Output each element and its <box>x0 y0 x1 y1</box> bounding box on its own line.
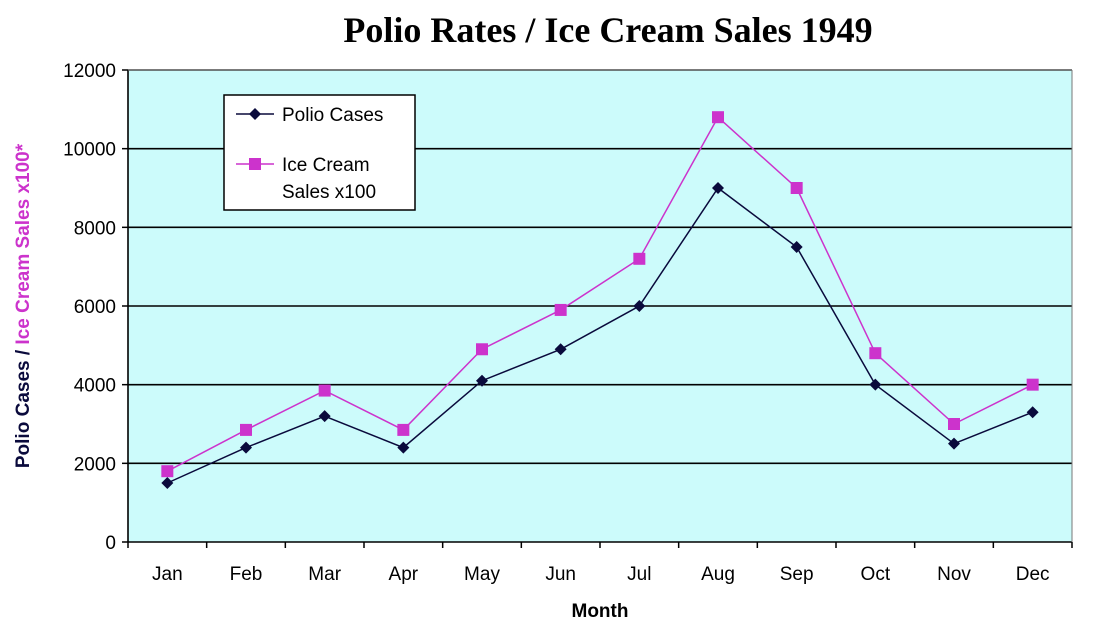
point-ice-cream-sales-aug <box>712 111 724 124</box>
point-polio-cases-may <box>476 374 488 387</box>
series-ice-cream-sales <box>161 111 1039 478</box>
y-tick-label-4000: 4000 <box>74 376 116 397</box>
legend: Polio Cases Ice Cream Sales x100 <box>223 94 416 211</box>
legend-marker-polio-cases <box>249 108 261 120</box>
legend-marker-ice-cream-sales <box>249 158 261 170</box>
point-ice-cream-sales-jul <box>633 252 646 265</box>
series-line-polio-cases <box>167 186 1033 484</box>
y-axis-title-part-ice-cream: Ice Cream Sales x100* <box>13 143 34 344</box>
x-tick-label-dec: Dec <box>1016 564 1050 585</box>
axes <box>122 69 1073 548</box>
y-tick-label-10000: 10000 <box>63 140 116 161</box>
x-tick-label-feb: Feb <box>230 564 263 585</box>
x-tick-label-apr: Apr <box>389 564 419 585</box>
y-tick-label-0: 0 <box>105 533 116 554</box>
y-tick-label-12000: 12000 <box>63 61 116 82</box>
point-polio-cases-jan <box>161 477 174 489</box>
point-ice-cream-sales-sep <box>790 182 803 194</box>
legend-entry-polio-cases: Polio Cases <box>236 105 383 126</box>
y-axis-title: Polio Cases / Ice Cream Sales x100* <box>13 143 34 468</box>
point-polio-cases-sep <box>790 241 803 253</box>
series-layer <box>161 111 1039 489</box>
x-tick-label-aug: Aug <box>701 564 735 585</box>
point-polio-cases-oct <box>869 378 882 391</box>
x-tick-label-sep: Sep <box>780 564 814 585</box>
point-polio-cases-nov <box>948 437 960 450</box>
x-tick-label-oct: Oct <box>861 564 891 585</box>
legend-entry-ice-cream-sales: Ice Cream Sales x100 <box>236 155 376 203</box>
x-tick-label-mar: Mar <box>308 564 341 585</box>
point-ice-cream-sales-nov <box>948 418 960 430</box>
point-polio-cases-mar <box>318 410 331 423</box>
series-polio-cases <box>161 182 1039 489</box>
point-polio-cases-aug <box>712 182 724 194</box>
point-ice-cream-sales-mar <box>318 384 331 397</box>
legend-label-polio-cases: Polio Cases <box>282 105 383 126</box>
point-ice-cream-sales-jan <box>161 465 174 478</box>
x-tick-label-nov: Nov <box>937 564 971 585</box>
point-polio-cases-feb <box>240 441 252 454</box>
point-polio-cases-apr <box>397 441 410 454</box>
x-tick-label-jul: Jul <box>627 564 651 585</box>
y-tick-label-8000: 8000 <box>74 218 116 239</box>
legend-label-ice-cream-sales-line2: Sales x100 <box>282 182 376 203</box>
point-polio-cases-jul <box>633 300 646 312</box>
legend-label-ice-cream-sales-line1: Ice Cream <box>282 155 370 176</box>
x-tick-labels: Jan Feb Mar Apr May Jun Jul Aug Sep Oct Nov Dec <box>152 564 1050 585</box>
x-axis-title: Month <box>572 601 629 622</box>
point-ice-cream-sales-oct <box>869 347 882 360</box>
point-ice-cream-sales-apr <box>397 423 410 436</box>
y-tick-labels: 0 2000 4000 6000 8000 10000 12000 <box>63 61 116 554</box>
x-tick-label-jan: Jan <box>152 564 183 585</box>
point-polio-cases-dec <box>1026 406 1039 419</box>
series-line-ice-cream-sales <box>166 116 1034 472</box>
chart-title: Polio Rates / Ice Cream Sales 1949 <box>343 10 872 50</box>
y-tick-label-6000: 6000 <box>74 297 116 318</box>
y-axis-title-part-polio: Polio Cases / <box>13 345 34 469</box>
point-ice-cream-sales-may <box>476 343 488 356</box>
point-ice-cream-sales-feb <box>240 423 252 436</box>
point-ice-cream-sales-jun <box>554 303 567 316</box>
point-ice-cream-sales-dec <box>1026 378 1039 391</box>
x-tick-label-may: May <box>464 564 500 585</box>
y-tick-label-2000: 2000 <box>74 454 116 475</box>
point-polio-cases-jun <box>554 343 567 356</box>
x-tick-label-jun: Jun <box>545 564 576 585</box>
